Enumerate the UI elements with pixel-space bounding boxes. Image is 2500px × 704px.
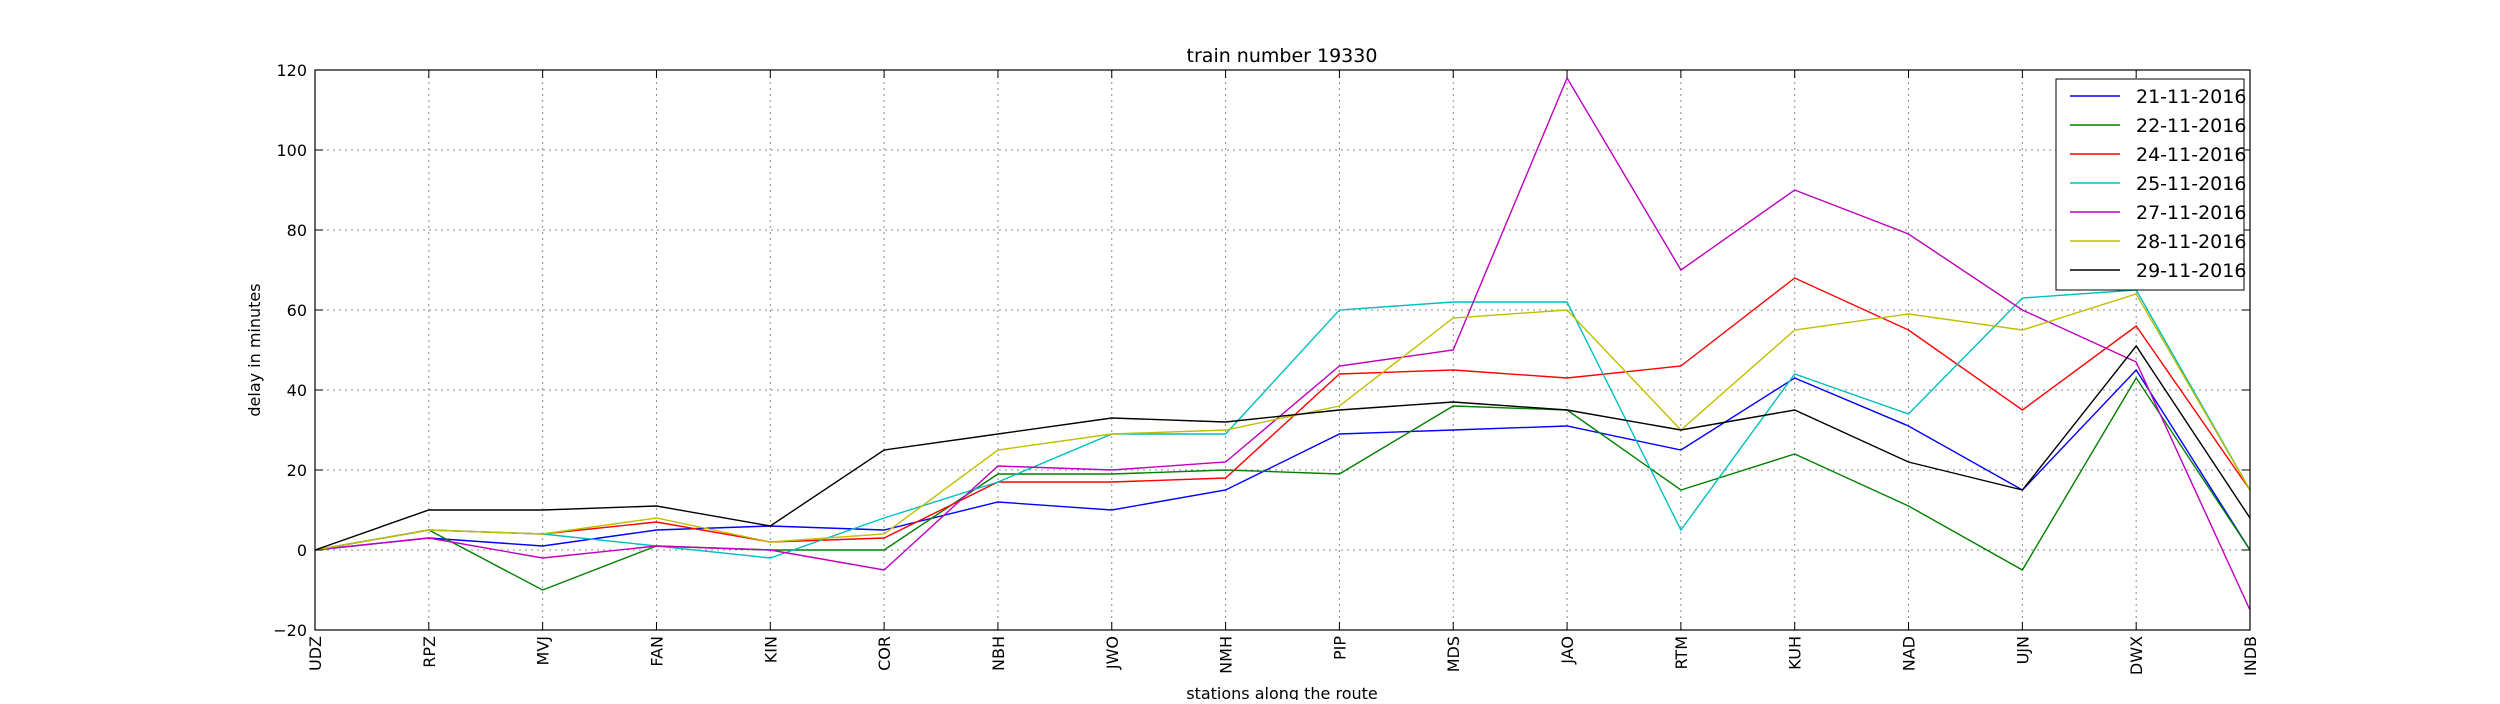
- series-line-25-11-2016: [314, 289, 2251, 559]
- y-tick-label: 60: [287, 301, 307, 320]
- x-tick-label: RTM: [1672, 636, 1691, 670]
- series-line-24-11-2016: [314, 277, 2251, 551]
- series-line-28-11-2016: [314, 293, 2251, 551]
- legend-label: 27-11-2016: [2136, 202, 2246, 224]
- x-tick-label: UDZ: [306, 636, 325, 671]
- x-tick-label: KIN: [761, 636, 780, 663]
- x-axis-label: stations along the route: [1186, 684, 1378, 700]
- y-tick-label: 100: [276, 141, 307, 160]
- x-tick-label: JAO: [1558, 636, 1577, 665]
- x-tick-label: RPZ: [420, 636, 439, 668]
- x-tick-label: NAD: [1900, 636, 1919, 671]
- plot-frame: [314, 69, 2251, 631]
- legend-label: 24-11-2016: [2136, 144, 2246, 166]
- x-tick-label: MVJ: [534, 636, 553, 665]
- series-lines: [314, 76, 2251, 611]
- x-tick-label: PIP: [1330, 636, 1349, 660]
- legend-label: 28-11-2016: [2136, 231, 2246, 253]
- legend-label: 29-11-2016: [2136, 260, 2246, 282]
- x-tick-label: UJN: [2013, 636, 2032, 664]
- legend-box: [2055, 78, 2245, 291]
- x-tick-label: DWX: [2127, 636, 2146, 675]
- x-tick-label: COR: [875, 636, 894, 671]
- legend: 21-11-2016 22-11-2016 24-11-2016 25-11-2016…: [2055, 78, 2246, 291]
- chart-title: train number 19330: [1187, 45, 1378, 67]
- series-line-27-11-2016: [314, 76, 2251, 611]
- y-tick-label: 80: [287, 221, 307, 240]
- legend-label: 25-11-2016: [2136, 173, 2246, 195]
- legend-label: 22-11-2016: [2136, 115, 2246, 137]
- x-tick-label: NMH: [1217, 636, 1236, 674]
- legend-label: 21-11-2016: [2136, 86, 2246, 108]
- series-line-21-11-2016: [314, 368, 2251, 551]
- y-tick-label: 40: [287, 381, 307, 400]
- y-tick-label: 20: [287, 461, 307, 480]
- y-tick-label: −20: [273, 621, 307, 640]
- series-line-22-11-2016: [314, 376, 2251, 591]
- x-tick-label: INDB: [2241, 636, 2260, 676]
- x-tick-label: MDS: [1444, 636, 1463, 672]
- x-tick-label: NBH: [989, 636, 1008, 671]
- y-tick-label: 0: [297, 541, 307, 560]
- x-tick-label: JWO: [1103, 636, 1122, 670]
- x-tick-label: FAN: [647, 636, 666, 667]
- y-axis-label: delay in minutes: [245, 283, 264, 416]
- y-axis-ticks: −20 0 20 40 60 80 100 120: [273, 61, 2250, 640]
- y-tick-label: 120: [276, 61, 307, 80]
- series-line-29-11-2016: [314, 344, 2251, 551]
- x-axis-ticks: UDZ RPZ MVJ FAN KIN COR NBH JWO NMH PIP MDS JAO RTM K…: [306, 70, 2260, 676]
- x-tick-label: KUH: [1786, 636, 1805, 670]
